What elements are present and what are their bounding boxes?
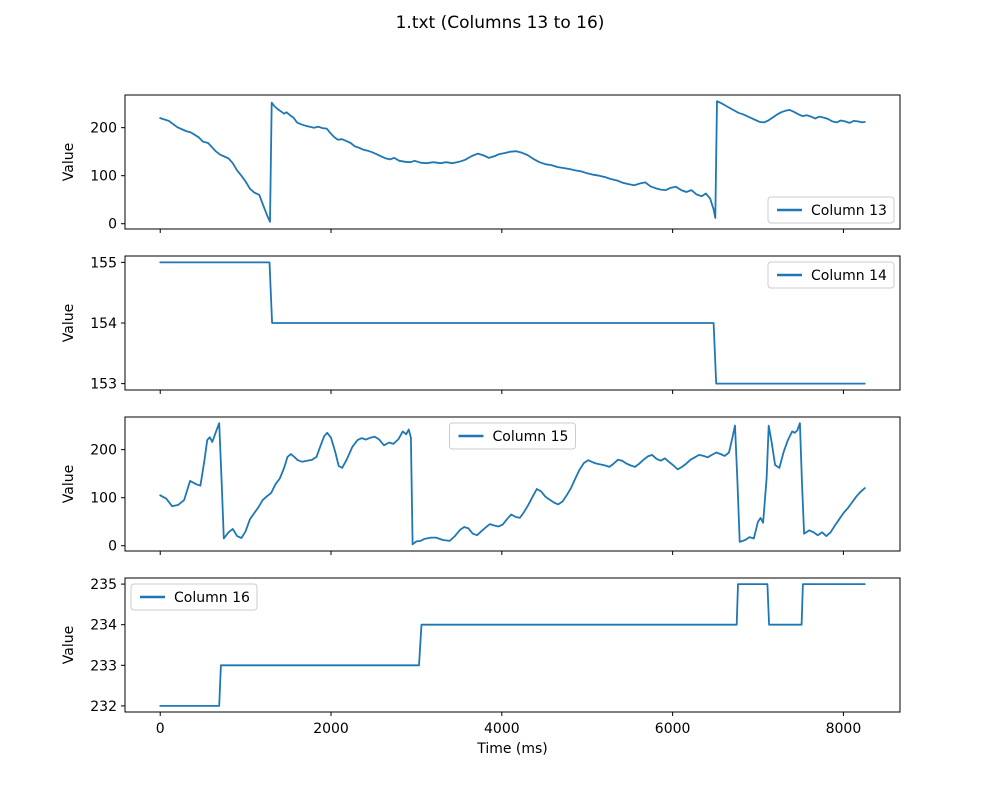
y-tick-label: 100: [90, 169, 117, 185]
y-axis-label: Value: [61, 626, 77, 664]
line-column-15: [159, 422, 866, 546]
legend-frame: [767, 196, 895, 224]
x-tick-label: 0: [156, 721, 165, 737]
legend-column-13: Column 13: [767, 196, 895, 224]
legend-label: Column 13: [811, 203, 887, 219]
y-axis-label: Value: [61, 465, 77, 503]
line-column-16: [159, 583, 866, 707]
legend-frame: [130, 583, 258, 611]
y-tick-label: 100: [90, 491, 117, 507]
line-column-14: [159, 261, 866, 385]
axes-frame: [124, 416, 901, 552]
y-axis-label: Value: [61, 304, 77, 342]
y-axis-label: Value: [61, 143, 77, 181]
legend-column-15: Column 15: [449, 422, 576, 450]
y-tick-label: 235: [90, 577, 117, 593]
x-tick-label: 6000: [655, 721, 691, 737]
subplot-column-16: 232 233 234 235 0 2000 4000 6000 8000 Value Column…: [61, 577, 901, 737]
y-tick-label: 200: [90, 121, 117, 137]
figure-title: 1.txt (Columns 13 to 16): [395, 13, 605, 33]
axes-frame: [124, 577, 901, 713]
subplot-column-13: 0 100 200 Value Column 13: [61, 94, 901, 233]
x-axis-label: Time (ms): [476, 741, 548, 757]
y-tick-label: 0: [108, 539, 117, 555]
x-tick-label: 2000: [313, 721, 349, 737]
y-tick-label: 232: [90, 699, 117, 715]
subplot-column-15: 0 100 200 Value Column 15: [61, 416, 901, 555]
y-tick-label: 234: [90, 618, 117, 634]
subplot-column-14: 153 154 155 Value Column 14: [61, 255, 901, 394]
line-column-13: [159, 100, 866, 223]
legend-frame: [767, 261, 895, 289]
x-tick-label: 4000: [484, 721, 520, 737]
y-tick-label: 200: [90, 443, 117, 459]
legend-frame: [449, 422, 576, 450]
legend-label: Column 15: [493, 429, 569, 445]
legend-label: Column 16: [174, 590, 250, 606]
axes-frame: [124, 94, 901, 230]
y-tick-label: 0: [108, 217, 117, 233]
y-tick-label: 155: [90, 255, 117, 271]
y-tick-label: 233: [90, 658, 117, 674]
legend-column-14: Column 14: [767, 261, 895, 289]
legend-column-16: Column 16: [130, 583, 258, 611]
x-tick-label: 8000: [826, 721, 862, 737]
y-tick-label: 153: [90, 377, 117, 393]
legend-label: Column 14: [811, 268, 887, 284]
y-tick-label: 154: [90, 316, 117, 332]
